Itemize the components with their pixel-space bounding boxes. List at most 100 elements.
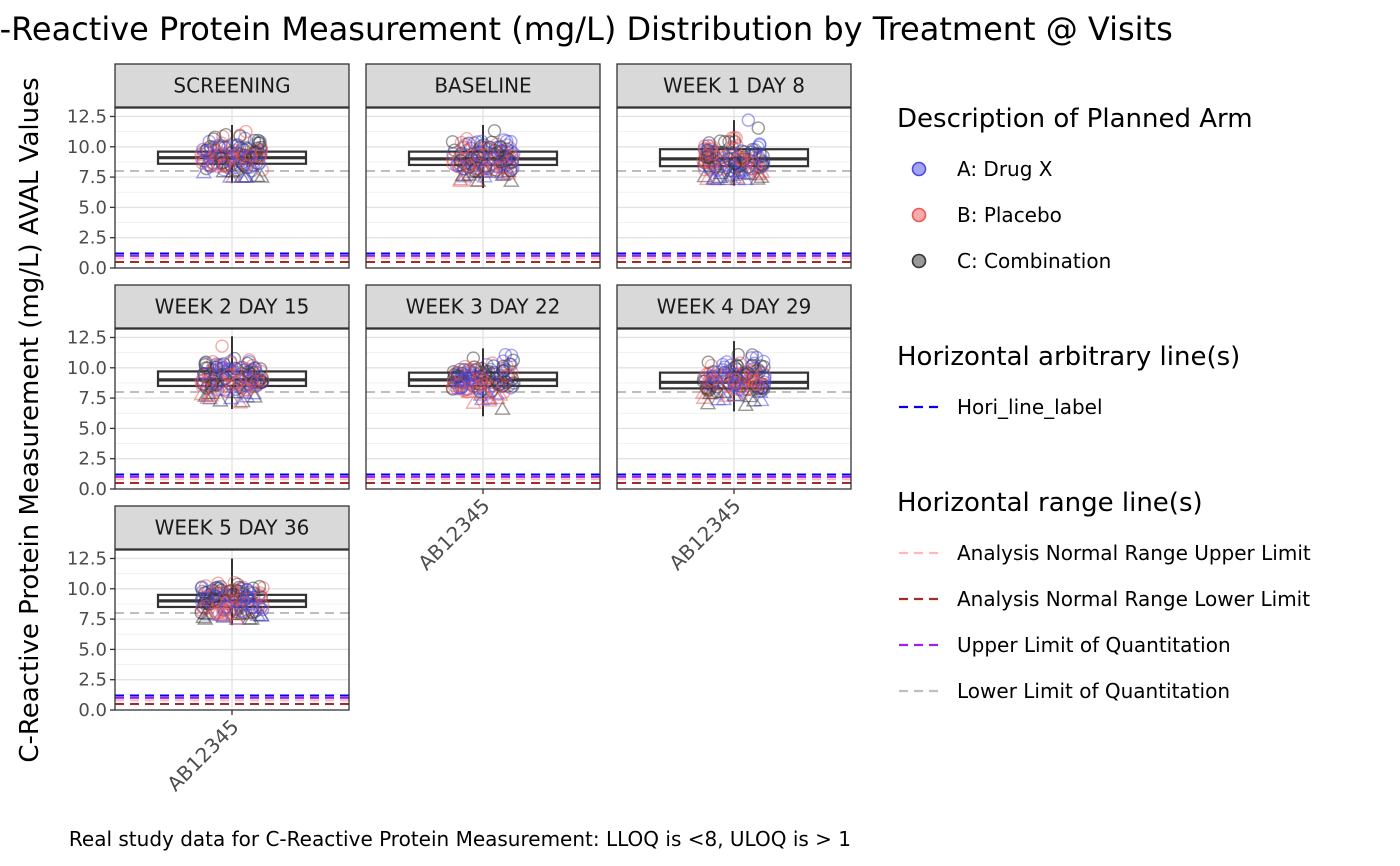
facet-strip: [365, 284, 601, 329]
data-point: [215, 339, 229, 353]
data-points: [696, 113, 771, 186]
data-point: [751, 121, 765, 135]
legend-range-items: Analysis Normal Range Upper Limit Analysi…: [899, 541, 1311, 703]
data-point: [222, 368, 236, 382]
y-tick-label: 2.5: [78, 670, 107, 691]
legend-item: Analysis Normal Range Lower Limit: [899, 587, 1310, 611]
facet-strip: [114, 284, 350, 329]
legend-key-point: [911, 161, 927, 177]
data-point-triangle: [719, 387, 736, 402]
data-point: [737, 145, 751, 159]
data-point-triangle: [481, 392, 498, 407]
data-point: [751, 381, 765, 396]
data-point-triangle: [503, 172, 520, 187]
data-point: [445, 135, 460, 149]
data-point: [226, 148, 240, 163]
data-point-triangle: [749, 170, 766, 185]
data-point: [504, 348, 519, 363]
facet-panels: SCREENING 0.0 2.5 5.0 7.5 10.0 12.5 BASELINE WEE…: [67, 63, 852, 796]
legend-item: Hori_line_label: [899, 395, 1103, 419]
data-point: [249, 365, 264, 380]
data-point: [749, 350, 764, 365]
legend-key-point: [911, 207, 927, 223]
data-point: [699, 381, 714, 395]
data-point: [730, 372, 745, 386]
x-tick-label: AB12345: [413, 494, 494, 575]
legend-range-title: Horizontal range line(s): [897, 488, 1203, 518]
y-tick-label: 12.5: [67, 327, 107, 348]
legend-item-label: B: Placebo: [957, 203, 1062, 227]
data-points: [194, 124, 270, 183]
chart-title: C-Reactive Protein Measurement (mg/L) Di…: [0, 10, 1173, 48]
data-point-triangle: [737, 396, 754, 411]
data-point: [701, 355, 715, 369]
legend-arm-title: Description of Planned Arm: [897, 104, 1253, 134]
facet-baseline: BASELINE: [365, 63, 601, 269]
data-point-triangle: [719, 171, 736, 186]
legend-item: C: Combination: [911, 249, 1111, 273]
data-point-triangle: [465, 394, 482, 409]
facet-strip-label: BASELINE: [434, 74, 531, 98]
data-point: [730, 359, 745, 374]
facet-strip: [365, 63, 601, 108]
data-point: [727, 157, 742, 171]
y-tick-label: 5.0: [78, 197, 107, 218]
data-point: [213, 151, 228, 166]
legend-item-label: Upper Limit of Quantitation: [957, 633, 1231, 657]
y-tick-label: 2.5: [78, 449, 107, 470]
data-point: [505, 155, 519, 170]
data-point: [460, 131, 474, 146]
legend-range: Horizontal range line(s) Analysis Normal…: [897, 488, 1311, 703]
data-point: [205, 378, 219, 393]
data-point-triangle: [246, 388, 263, 403]
data-point: [505, 149, 519, 164]
data-point: [462, 158, 476, 173]
legend-arm-items: A: Drug X B: Placebo C: Combination: [911, 157, 1111, 273]
data-point-triangle: [237, 168, 255, 183]
data-point: [199, 143, 214, 157]
x-tick-label: AB12345: [162, 715, 243, 796]
data-point: [754, 359, 768, 373]
data-points: [193, 339, 270, 409]
data-point: [492, 377, 506, 392]
data-point-triangle: [753, 168, 770, 183]
legend: Description of Planned Arm A: Drug X B: P…: [897, 104, 1311, 703]
data-point: [503, 163, 518, 178]
data-point: [239, 124, 253, 139]
y-tick-label: 10.0: [67, 137, 107, 158]
facet-strip: [114, 505, 350, 550]
facet-strip: [616, 284, 852, 329]
legend-hline-title: Horizontal arbitrary line(s): [897, 342, 1240, 372]
data-point: [255, 602, 270, 617]
data-point: [197, 586, 212, 600]
data-point: [498, 374, 513, 389]
panel-border: [365, 107, 601, 269]
data-point: [454, 381, 469, 395]
y-axis-label: C-Reactive Protein Measurement (mg/L) AV…: [15, 77, 45, 762]
facet-strip-label: WEEK 2 DAY 15: [155, 295, 310, 319]
panel-border: [114, 107, 350, 269]
data-point: [219, 128, 233, 142]
data-point: [253, 146, 267, 161]
y-tick-label: 7.5: [78, 388, 107, 409]
data-point: [245, 374, 259, 388]
data-point: [733, 356, 747, 370]
data-point: [697, 371, 712, 385]
data-point: [207, 604, 221, 618]
facet-strip-label: WEEK 1 DAY 8: [663, 74, 805, 98]
data-point: [199, 599, 214, 613]
facet-screening: SCREENING 0.0 2.5 5.0 7.5 10.0 12.5: [67, 63, 350, 279]
data-point: [202, 376, 216, 390]
data-point: [246, 380, 260, 394]
y-tick-label: 12.5: [67, 106, 107, 127]
data-point: [720, 370, 734, 385]
data-point: [727, 135, 742, 149]
data-point: [467, 136, 481, 150]
data-point: [214, 136, 229, 150]
y-tick-label: 0.0: [78, 700, 107, 721]
data-point: [236, 592, 250, 606]
data-point: [198, 361, 213, 375]
data-point: [715, 162, 729, 176]
legend-item-label: Lower Limit of Quantitation: [957, 679, 1230, 703]
chart-caption: Real study data for C-Reactive Protein M…: [69, 827, 851, 851]
